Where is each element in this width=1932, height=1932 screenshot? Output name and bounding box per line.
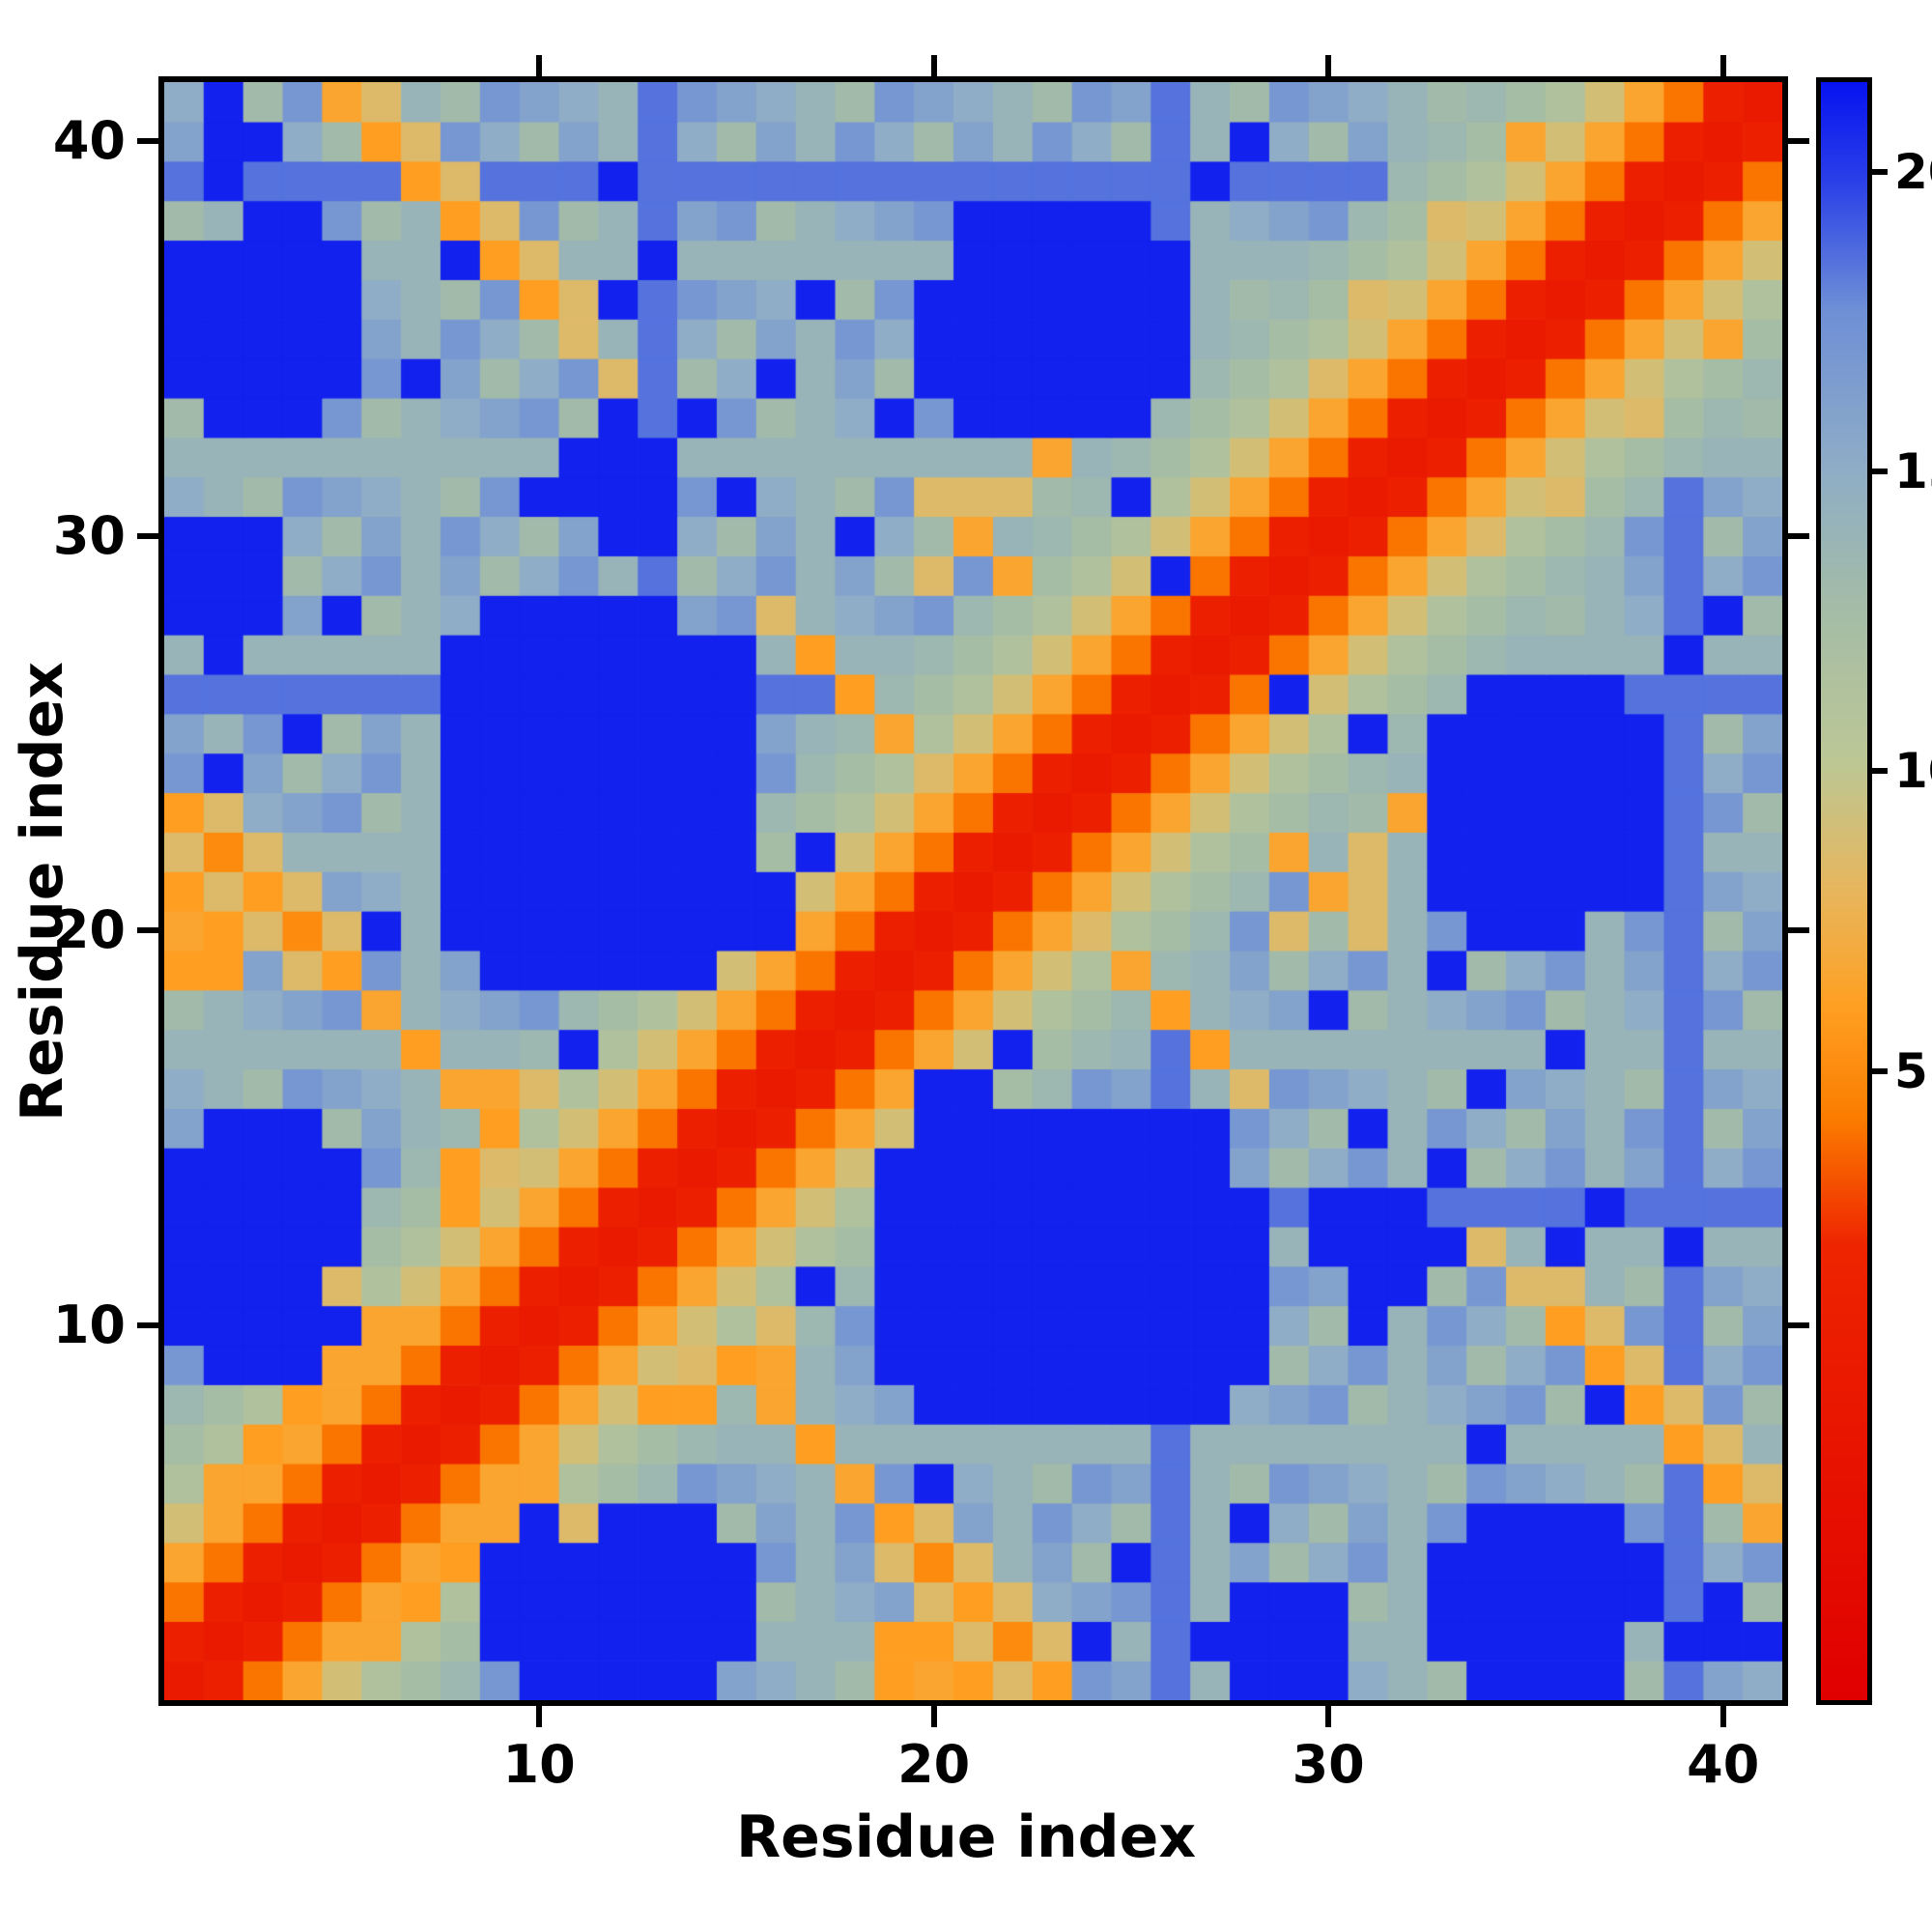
colorbar-tick [1872,1067,1888,1074]
colorbar-tick [1872,768,1888,775]
colorbar-canvas [1821,82,1867,1700]
y-tick-label: 20 [52,899,126,961]
x-tick-top [1325,55,1332,76]
y-tick-label: 10 [52,1293,126,1355]
x-axis-label: Residue index [735,1804,1197,1871]
y-tick [137,138,158,145]
x-tick-top [536,55,543,76]
y-tick-right [1788,138,1809,145]
y-tick [137,927,158,934]
colorbar-tick [1872,469,1888,475]
heatmap-plot-area [158,76,1788,1706]
x-tick [536,1706,543,1727]
x-tick-label: 10 [502,1734,576,1795]
y-tick-label: 40 [52,110,126,172]
x-tick [930,1706,937,1727]
x-tick-top [930,55,937,76]
heatmap-canvas [164,82,1782,1700]
y-tick [137,1321,158,1328]
colorbar-tick [1872,169,1888,176]
colorbar-tick-label: 5 [1894,1042,1928,1099]
y-tick-right [1788,532,1809,539]
y-tick [137,532,158,539]
x-tick [1719,1706,1726,1727]
colorbar-tick-label: 15 [1894,443,1932,500]
x-tick-label: 20 [897,1734,971,1795]
x-tick-top [1719,55,1726,76]
colorbar [1816,77,1872,1705]
x-tick-label: 40 [1687,1734,1760,1795]
x-tick-label: 30 [1292,1734,1365,1795]
y-tick-right [1788,927,1809,934]
colorbar-tick-label: 20 [1894,144,1932,201]
colorbar-tick-label: 10 [1894,743,1932,800]
x-tick [1325,1706,1332,1727]
y-tick-label: 30 [52,504,126,566]
y-axis-label: Residue index [9,661,76,1122]
y-tick-right [1788,1321,1809,1328]
